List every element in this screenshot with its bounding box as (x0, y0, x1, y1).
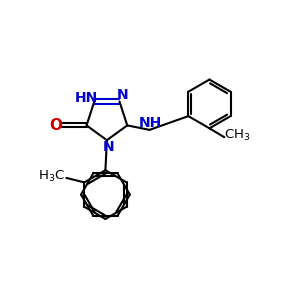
Text: NH: NH (139, 116, 162, 130)
Text: CH$_3$: CH$_3$ (224, 128, 250, 143)
Text: HN: HN (74, 91, 98, 105)
Text: N: N (103, 140, 114, 154)
Text: H$_3$C: H$_3$C (38, 169, 64, 184)
Text: O: O (50, 118, 62, 133)
Text: N: N (117, 88, 129, 102)
